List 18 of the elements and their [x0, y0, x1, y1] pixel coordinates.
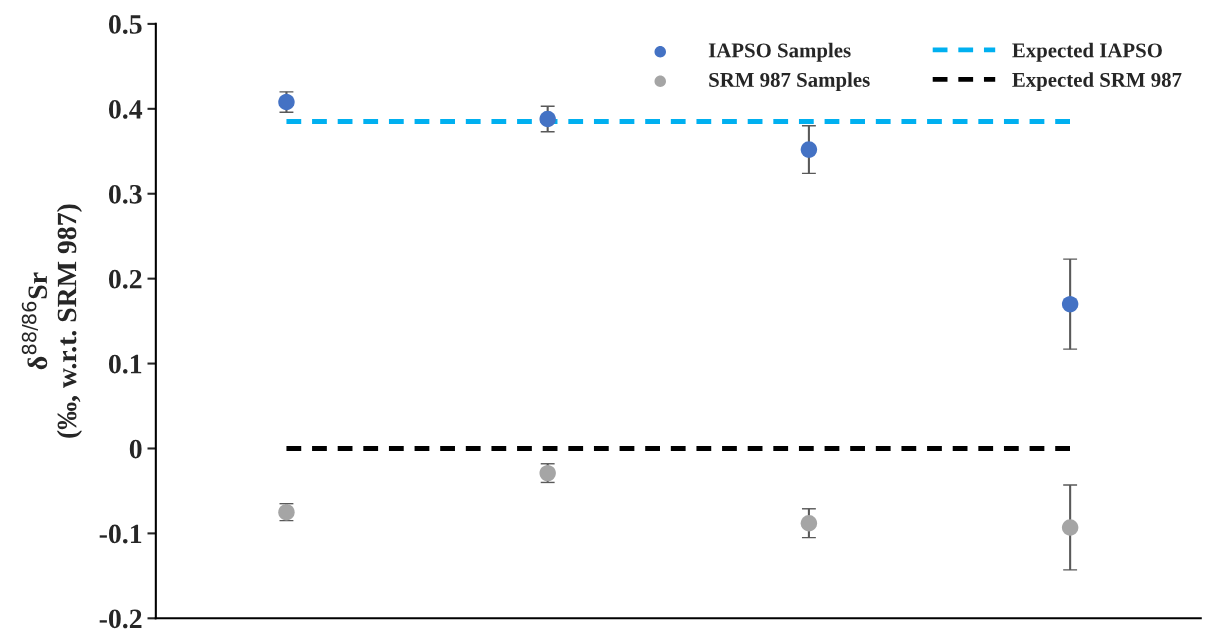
- y-tick-label: -0.1: [99, 524, 142, 544]
- y-tick-label: 0.5: [108, 15, 142, 34]
- legend-label: Expected IAPSO: [1012, 42, 1162, 62]
- point: [1061, 295, 1079, 313]
- point: [539, 110, 556, 128]
- legend-label: Expected SRM 987: [1012, 72, 1182, 92]
- y-tick-label: 0.1: [108, 354, 142, 374]
- y-tick-label: -0.2: [99, 609, 142, 629]
- legend-label: IAPSO Samples: [708, 42, 851, 62]
- y-tick-label: 0: [129, 439, 142, 459]
- y-tick-label: 0.3: [108, 184, 142, 204]
- y-tick-label: 0.4: [108, 99, 143, 119]
- y-axis-title: δ$^{88/86}$Sr (‰, w.r.t. SRM 987): [21, 204, 82, 438]
- y-tick-label: 0.2: [108, 269, 142, 289]
- point: [800, 514, 818, 532]
- legend-label: SRM 987 Samples: [709, 72, 870, 92]
- point: [1061, 519, 1079, 536]
- point: [800, 141, 818, 158]
